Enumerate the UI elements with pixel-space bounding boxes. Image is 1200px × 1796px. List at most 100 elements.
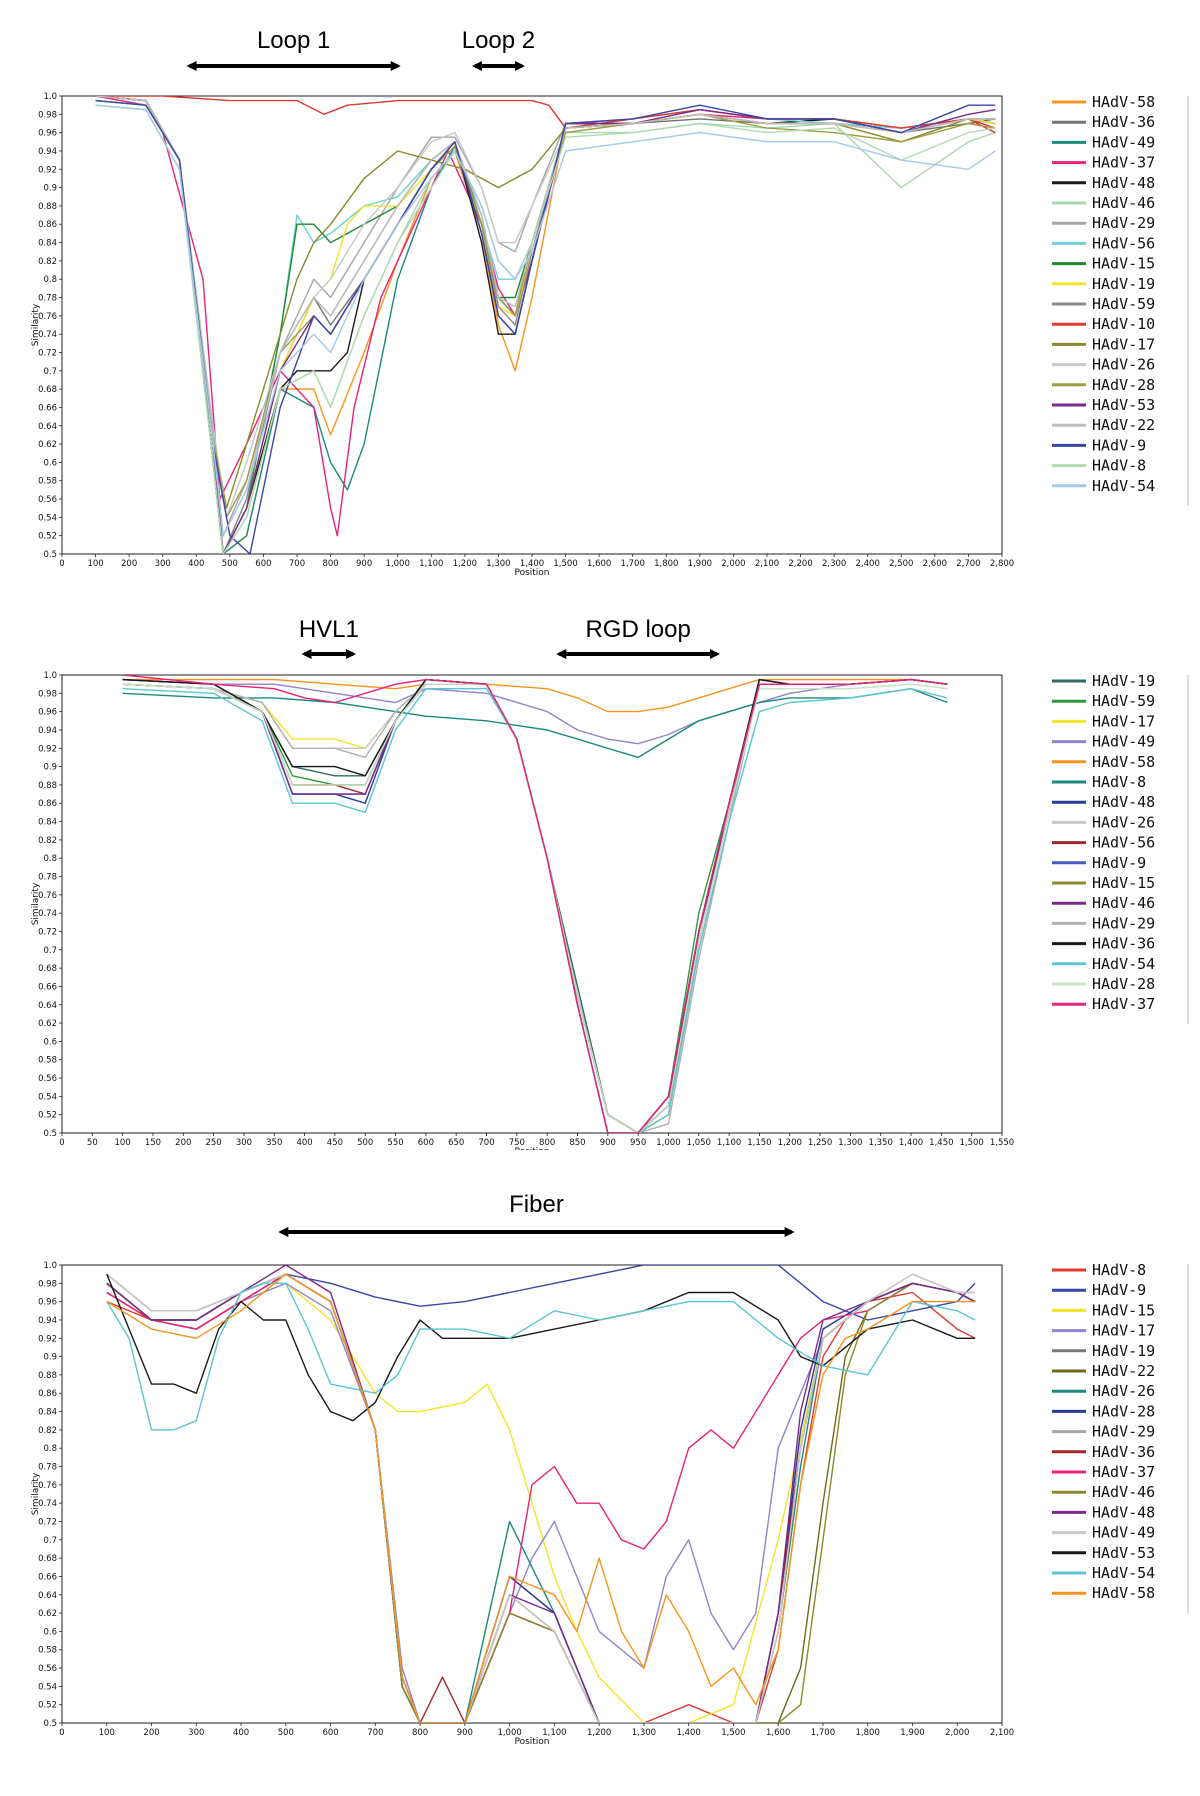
x-tick-label: 500 xyxy=(357,1138,373,1148)
x-tick-label: 1,900 xyxy=(688,559,712,569)
y-tick-label: 0.98 xyxy=(38,110,57,120)
y-tick-label: 0.74 xyxy=(38,1499,57,1509)
x-tick-label: 2,400 xyxy=(856,559,880,569)
legend-label: HAdV-58 xyxy=(1092,1584,1155,1602)
y-axis-label: Similarity xyxy=(31,882,41,925)
x-tick-label: 600 xyxy=(322,1728,338,1738)
x-tick-label: 900 xyxy=(457,1728,473,1738)
x-tick-label: 2,000 xyxy=(721,559,745,569)
legend-label: HAdV-58 xyxy=(1092,753,1155,771)
x-tick-label: 500 xyxy=(278,1728,294,1738)
y-tick-label: 0.5 xyxy=(43,550,57,560)
y-tick-label: 0.62 xyxy=(38,440,57,450)
legend-label: HAdV-49 xyxy=(1092,1524,1155,1542)
legend-label: HAdV-19 xyxy=(1092,275,1155,293)
y-tick-label: 0.6 xyxy=(43,1627,57,1637)
x-tick-label: 400 xyxy=(188,559,204,569)
series-line-hadv-37 xyxy=(122,675,948,1133)
series-line-hadv-54 xyxy=(95,104,996,537)
legend-label: HAdV-28 xyxy=(1092,376,1155,394)
y-axis-label: Similarity xyxy=(31,303,41,346)
x-axis-label: Position xyxy=(514,1147,549,1150)
series-line-hadv-17 xyxy=(106,1282,976,1723)
legend-label: HAdV-26 xyxy=(1092,356,1155,374)
x-tick-label: 500 xyxy=(222,559,238,569)
plot-area xyxy=(61,95,1003,555)
x-axis-label: Position xyxy=(514,568,549,578)
x-tick-label: 1,700 xyxy=(621,559,645,569)
y-tick-label: 0.76 xyxy=(38,312,57,322)
x-tick-label: 1,400 xyxy=(899,1138,923,1148)
x-tick-label: 950 xyxy=(630,1138,646,1148)
legend-label: HAdV-54 xyxy=(1092,955,1155,973)
legend-label: HAdV-48 xyxy=(1092,793,1155,811)
legend-label: HAdV-37 xyxy=(1092,1463,1155,1481)
legend-label: HAdV-58 xyxy=(1092,93,1155,111)
x-tick-label: 1,400 xyxy=(676,1728,700,1738)
plot-area xyxy=(61,1264,1003,1724)
x-tick-label: 2,100 xyxy=(990,1728,1014,1738)
x-tick-label: 2,600 xyxy=(923,559,947,569)
y-tick-label: 0.9 xyxy=(43,184,57,194)
series-line-hadv-49 xyxy=(122,678,948,745)
x-tick-label: 600 xyxy=(418,1138,434,1148)
y-tick-label: 0.88 xyxy=(38,202,57,212)
region-label: HVL1 xyxy=(299,616,359,643)
legend-label: HAdV-19 xyxy=(1092,672,1155,690)
x-tick-label: 1,600 xyxy=(766,1728,790,1738)
legend-label: HAdV-28 xyxy=(1092,975,1155,993)
legend-label: HAdV-59 xyxy=(1092,295,1155,313)
x-tick-label: 1,300 xyxy=(632,1728,656,1738)
legend-label: HAdV-56 xyxy=(1092,234,1155,252)
y-tick-label: 0.62 xyxy=(38,1019,57,1029)
y-tick-label: 0.5 xyxy=(43,1129,57,1139)
x-tick-label: 100 xyxy=(87,559,103,569)
y-tick-label: 1.0 xyxy=(43,92,57,102)
y-tick-label: 0.72 xyxy=(38,927,57,937)
legend-label: HAdV-53 xyxy=(1092,1544,1155,1562)
series-group xyxy=(122,675,948,1133)
x-tick-label: 100 xyxy=(115,1138,131,1148)
y-tick-label: 0.8 xyxy=(43,854,57,864)
y-tick-label: 0.78 xyxy=(38,1463,57,1473)
y-tick-label: 0.78 xyxy=(38,294,57,304)
panel-0: 0.5 0.52 0.54 0.56 0.58 0.6 0.62 0.64 0.66 0.68 0.… xyxy=(0,0,1200,580)
legend-label: HAdV-26 xyxy=(1092,813,1155,831)
legend-label: HAdV-36 xyxy=(1092,935,1155,953)
y-tick-label: 0.5 xyxy=(43,1719,57,1729)
x-tick-label: 1,000 xyxy=(656,1138,680,1148)
y-axis-label: Similarity xyxy=(31,1472,41,1515)
x-tick-label: 550 xyxy=(387,1138,403,1148)
panel-2: 0.5 0.52 0.54 0.56 0.58 0.6 0.62 0.64 0.66 0.68 0.… xyxy=(0,1185,1200,1785)
y-tick-label: 0.76 xyxy=(38,1481,57,1491)
legend-label: HAdV-48 xyxy=(1092,174,1155,192)
x-tick-label: 100 xyxy=(99,1728,115,1738)
y-tick-label: 0.8 xyxy=(43,275,57,285)
y-tick-label: 0.84 xyxy=(38,239,57,249)
y-tick-label: 0.66 xyxy=(38,403,57,413)
y-tick-label: 0.94 xyxy=(38,726,57,736)
y-tick-label: 0.54 xyxy=(38,1092,57,1102)
legend-label: HAdV-29 xyxy=(1092,914,1155,932)
x-tick-label: 750 xyxy=(509,1138,525,1148)
x-tick-label: 900 xyxy=(356,559,372,569)
y-tick-label: 0.76 xyxy=(38,891,57,901)
series-line-hadv-28 xyxy=(122,683,948,1133)
y-tick-label: 0.52 xyxy=(38,1701,57,1711)
y-tick-label: 0.56 xyxy=(38,1074,57,1084)
x-tick-label: 850 xyxy=(569,1138,585,1148)
x-tick-label: 1,500 xyxy=(721,1728,745,1738)
legend-label: HAdV-56 xyxy=(1092,834,1155,852)
legend-label: HAdV-48 xyxy=(1092,1503,1155,1521)
x-tick-label: 1,350 xyxy=(869,1138,893,1148)
x-tick-label: 200 xyxy=(143,1728,159,1738)
legend-label: HAdV-9 xyxy=(1092,854,1146,872)
x-tick-label: 1,050 xyxy=(687,1138,711,1148)
y-tick-label: 0.92 xyxy=(38,165,57,175)
x-tick-label: 2,100 xyxy=(755,559,779,569)
y-tick-label: 0.66 xyxy=(38,982,57,992)
y-tick-label: 0.98 xyxy=(38,1279,57,1289)
x-tick-label: 400 xyxy=(233,1728,249,1738)
y-tick-label: 0.52 xyxy=(38,1111,57,1121)
y-tick-label: 0.74 xyxy=(38,909,57,919)
